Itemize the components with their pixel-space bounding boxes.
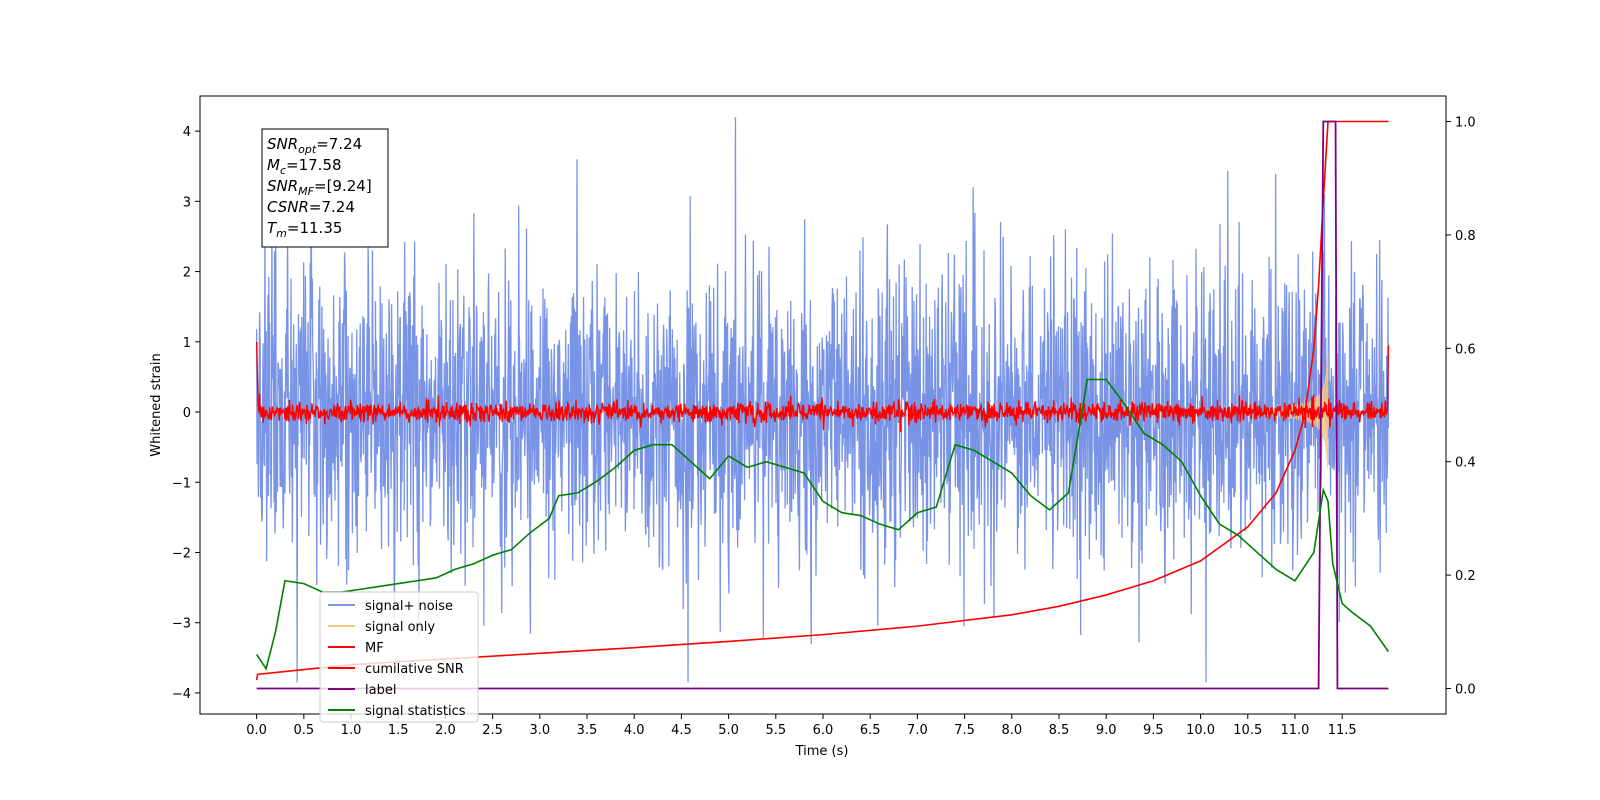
x-tick-label: 10.5 bbox=[1233, 723, 1262, 738]
y-tick-label: −4 bbox=[172, 687, 191, 702]
x-tick-label: 3.5 bbox=[577, 723, 598, 738]
x-tick-label: 1.5 bbox=[388, 723, 409, 738]
y-tick-label: 4 bbox=[183, 125, 191, 140]
legend-label: label bbox=[365, 683, 396, 698]
x-tick-label: 5.0 bbox=[718, 723, 739, 738]
y-axis-label: Whitened strain bbox=[149, 353, 164, 456]
series-layer bbox=[255, 117, 1390, 690]
legend: signal+ noise signal only MF cumilative SNR… bbox=[319, 591, 479, 723]
legend-label: signal statistics bbox=[365, 704, 466, 719]
y-tick-label: 2 bbox=[183, 266, 191, 281]
x-tick-label: 7.5 bbox=[954, 723, 975, 738]
x-tick-label: 4.5 bbox=[671, 723, 692, 738]
x-tick-label: 10.0 bbox=[1186, 723, 1215, 738]
x-axis-label: Time (s) bbox=[795, 744, 849, 759]
y-tick-label: −3 bbox=[172, 617, 191, 632]
x-tick-label: 5.5 bbox=[765, 723, 786, 738]
info-box: SNRopt=7.24Mc=17.58SNRMF=[9.24]CSNR=7.24… bbox=[261, 128, 389, 248]
x-tick-label: 0.0 bbox=[246, 723, 267, 738]
y-tick-label: −1 bbox=[172, 476, 191, 491]
y-tick-label: 3 bbox=[183, 195, 191, 210]
x-tick-label: 2.5 bbox=[482, 723, 503, 738]
y2-tick-label: 0.6 bbox=[1455, 342, 1476, 357]
x-tick-label: 3.0 bbox=[529, 723, 550, 738]
x-tick-label: 4.0 bbox=[624, 723, 645, 738]
legend-label: MF bbox=[365, 641, 384, 656]
x-tick-label: 8.5 bbox=[1049, 723, 1070, 738]
y2-tick-label: 0.2 bbox=[1455, 569, 1476, 584]
x-tick-label: 8.0 bbox=[1001, 723, 1022, 738]
x-tick-label: 11.0 bbox=[1280, 723, 1309, 738]
x-tick-label: 11.5 bbox=[1328, 723, 1357, 738]
x-axis: 0.0 0.5 1.0 1.5 2.0 2.5 3.0 3.5 4.0 4.5 5.0 5.5 6.0 6… bbox=[246, 714, 1357, 738]
info-line: SNRopt=7.24 bbox=[267, 135, 362, 156]
series-signal-noise bbox=[255, 117, 1390, 683]
y-axis-left: 4 3 2 1 0 −1 −2 −3 −4 bbox=[172, 125, 200, 702]
legend-label: cumilative SNR bbox=[365, 662, 464, 677]
series-cumulative-snr bbox=[255, 120, 1389, 681]
info-line: Mc=17.58 bbox=[267, 156, 342, 177]
x-tick-label: 0.5 bbox=[293, 723, 314, 738]
series-mf bbox=[255, 341, 1390, 433]
y-tick-label: −2 bbox=[172, 546, 191, 561]
y2-tick-label: 1.0 bbox=[1455, 116, 1476, 131]
y-axis-right: 1.0 0.8 0.6 0.4 0.2 0.0 bbox=[1446, 116, 1476, 697]
info-line: Tm=11.35 bbox=[267, 219, 342, 240]
series-signal-statistics bbox=[255, 378, 1390, 671]
x-tick-label: 7.0 bbox=[907, 723, 928, 738]
x-tick-label: 6.5 bbox=[860, 723, 881, 738]
legend-frame bbox=[319, 591, 479, 723]
y2-tick-label: 0.4 bbox=[1455, 456, 1476, 471]
x-tick-label: 9.5 bbox=[1143, 723, 1164, 738]
y-tick-label: 1 bbox=[183, 336, 191, 351]
info-box-frame bbox=[261, 128, 389, 248]
y-tick-label: 0 bbox=[183, 406, 191, 421]
x-tick-label: 6.0 bbox=[813, 723, 834, 738]
series-label bbox=[256, 120, 1389, 690]
x-tick-label: 2.0 bbox=[435, 723, 456, 738]
legend-label: signal+ noise bbox=[365, 599, 453, 614]
y2-tick-label: 0.0 bbox=[1455, 682, 1476, 697]
x-tick-label: 9.0 bbox=[1096, 723, 1117, 738]
legend-label: signal only bbox=[365, 620, 435, 635]
x-tick-label: 1.0 bbox=[341, 723, 362, 738]
y2-tick-label: 0.8 bbox=[1455, 229, 1476, 244]
info-line: SNRMF=[9.24] bbox=[267, 177, 372, 198]
info-line: CSNR=7.24 bbox=[267, 198, 355, 216]
